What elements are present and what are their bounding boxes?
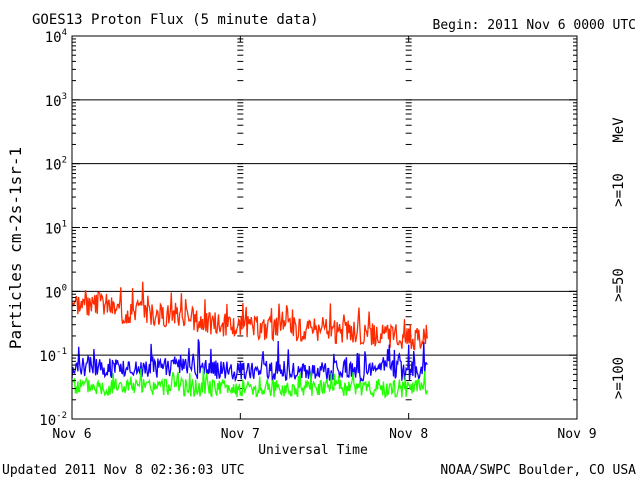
y-tick-exponent: 2 xyxy=(62,156,67,166)
y-tick-label: 10-1 xyxy=(39,347,67,365)
y-tick-exponent: -2 xyxy=(56,411,67,421)
y-tick-base: 10 xyxy=(45,30,62,46)
x-axis-title: Universal Time xyxy=(258,443,368,458)
y-tick-label: 101 xyxy=(45,220,67,238)
y-tick-label: 102 xyxy=(45,156,67,174)
y-tick-base: 10 xyxy=(39,349,56,365)
series-line-ge10 xyxy=(71,281,428,351)
y-axis-title: Particles cm-2s-1sr-1 xyxy=(6,147,25,349)
begin-label: Begin: 2011 Nov 6 0000 UTC xyxy=(433,18,637,33)
y-tick-base: 10 xyxy=(45,158,62,174)
y-tick-label: 103 xyxy=(45,92,67,110)
y-tick-exponent: 4 xyxy=(62,28,67,38)
legend-ge50: >=50 xyxy=(611,268,627,302)
y-tick-base: 10 xyxy=(45,94,62,110)
updated-timestamp: Updated 2011 Nov 8 02:36:03 UTC xyxy=(2,463,245,478)
credit-label: NOAA/SWPC Boulder, CO USA xyxy=(440,463,636,478)
y-tick-label: 104 xyxy=(45,28,67,46)
series-line-ge100 xyxy=(71,368,428,399)
y-tick-base: 10 xyxy=(39,413,56,429)
reference-lines xyxy=(72,99,577,356)
plot-frame xyxy=(71,35,578,420)
x-tick-label: Nov 7 xyxy=(221,427,260,442)
y-tick-exponent: -1 xyxy=(56,347,67,357)
y-tick-label: 10-2 xyxy=(39,411,67,429)
x-tick-label: Nov 6 xyxy=(52,427,91,442)
series-line-ge50 xyxy=(71,339,428,384)
y-tick-exponent: 1 xyxy=(62,220,67,230)
y-tick-label: 100 xyxy=(45,283,67,301)
x-axis-ticks: Nov 6 Nov 7 Nov 8 Nov 9 xyxy=(52,36,597,442)
legend-ge10: >=10 xyxy=(611,173,627,207)
y-tick-exponent: 3 xyxy=(62,92,67,102)
series-layer xyxy=(71,281,428,399)
legend-ge100: >=100 xyxy=(611,357,627,399)
y-tick-exponent: 0 xyxy=(62,283,67,293)
legend-unit-label: MeV xyxy=(611,117,627,143)
y-tick-base: 10 xyxy=(45,285,62,301)
y-tick-base: 10 xyxy=(45,222,62,238)
chart-title: GOES13 Proton Flux (5 minute data) xyxy=(32,12,319,28)
x-tick-label: Nov 8 xyxy=(389,427,428,442)
y-axis-title-text: Particles cm-2s-1sr-1 xyxy=(6,147,25,349)
x-tick-label: Nov 9 xyxy=(557,427,596,442)
